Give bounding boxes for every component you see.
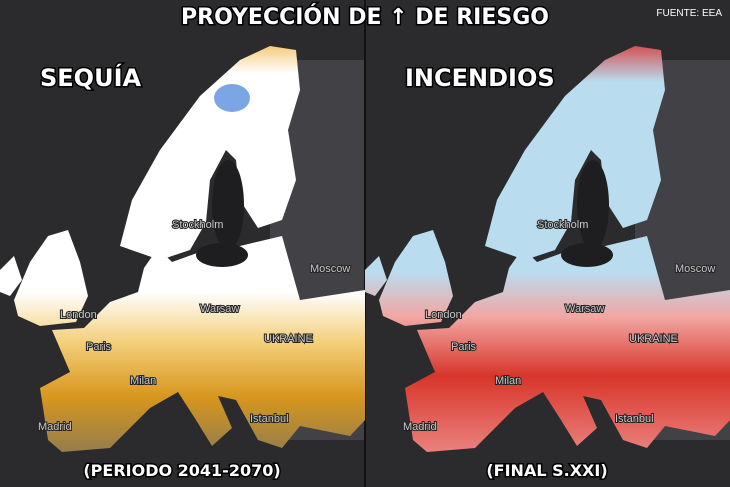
city-label: Madrid (38, 421, 72, 433)
city-label: UKRAINE (264, 333, 313, 345)
city-label: UKRAINE (629, 333, 678, 345)
city-label: Stockholm (172, 219, 223, 231)
city-label: Milan (130, 375, 156, 387)
panels: Stockholm Moscow London Warsaw Paris UKRAINE M… (0, 46, 730, 482)
map-panel: Stockholm Moscow London Warsaw Paris UKRAINE M… (0, 46, 365, 482)
city-label: Paris (451, 341, 477, 353)
baltic-sea (577, 160, 609, 250)
baltic-sea (196, 243, 248, 267)
city-label: Moscow (310, 263, 350, 275)
city-label: London (425, 309, 462, 321)
city-label: Madrid (403, 421, 437, 433)
baltic-sea (561, 243, 613, 267)
panel-subtitle: (PERIODO 2041-2070) (83, 461, 280, 480)
panel-title: INCENDIOS (405, 64, 555, 92)
city-label: Istanbul (250, 413, 289, 425)
city-label: Warsaw (565, 303, 604, 315)
source: FUENTE: EEA (656, 8, 722, 19)
wet-zone (214, 84, 250, 112)
city-label: Warsaw (200, 303, 239, 315)
city-label: Istanbul (615, 413, 654, 425)
baltic-sea (212, 160, 244, 250)
map-panel: Stockholm Moscow London Warsaw Paris UKRAINE M… (365, 46, 730, 482)
city-label: Milan (495, 375, 521, 387)
city-label: Paris (86, 341, 112, 353)
panel-subtitle: (FINAL S.XXI) (486, 461, 607, 480)
city-label: London (60, 309, 97, 321)
panel-title: SEQUÍA (40, 63, 142, 92)
title: PROYECCIÓN DE ↑ DE RIESGO (181, 4, 549, 30)
city-label: Moscow (675, 263, 715, 275)
city-label: Stockholm (537, 219, 588, 231)
